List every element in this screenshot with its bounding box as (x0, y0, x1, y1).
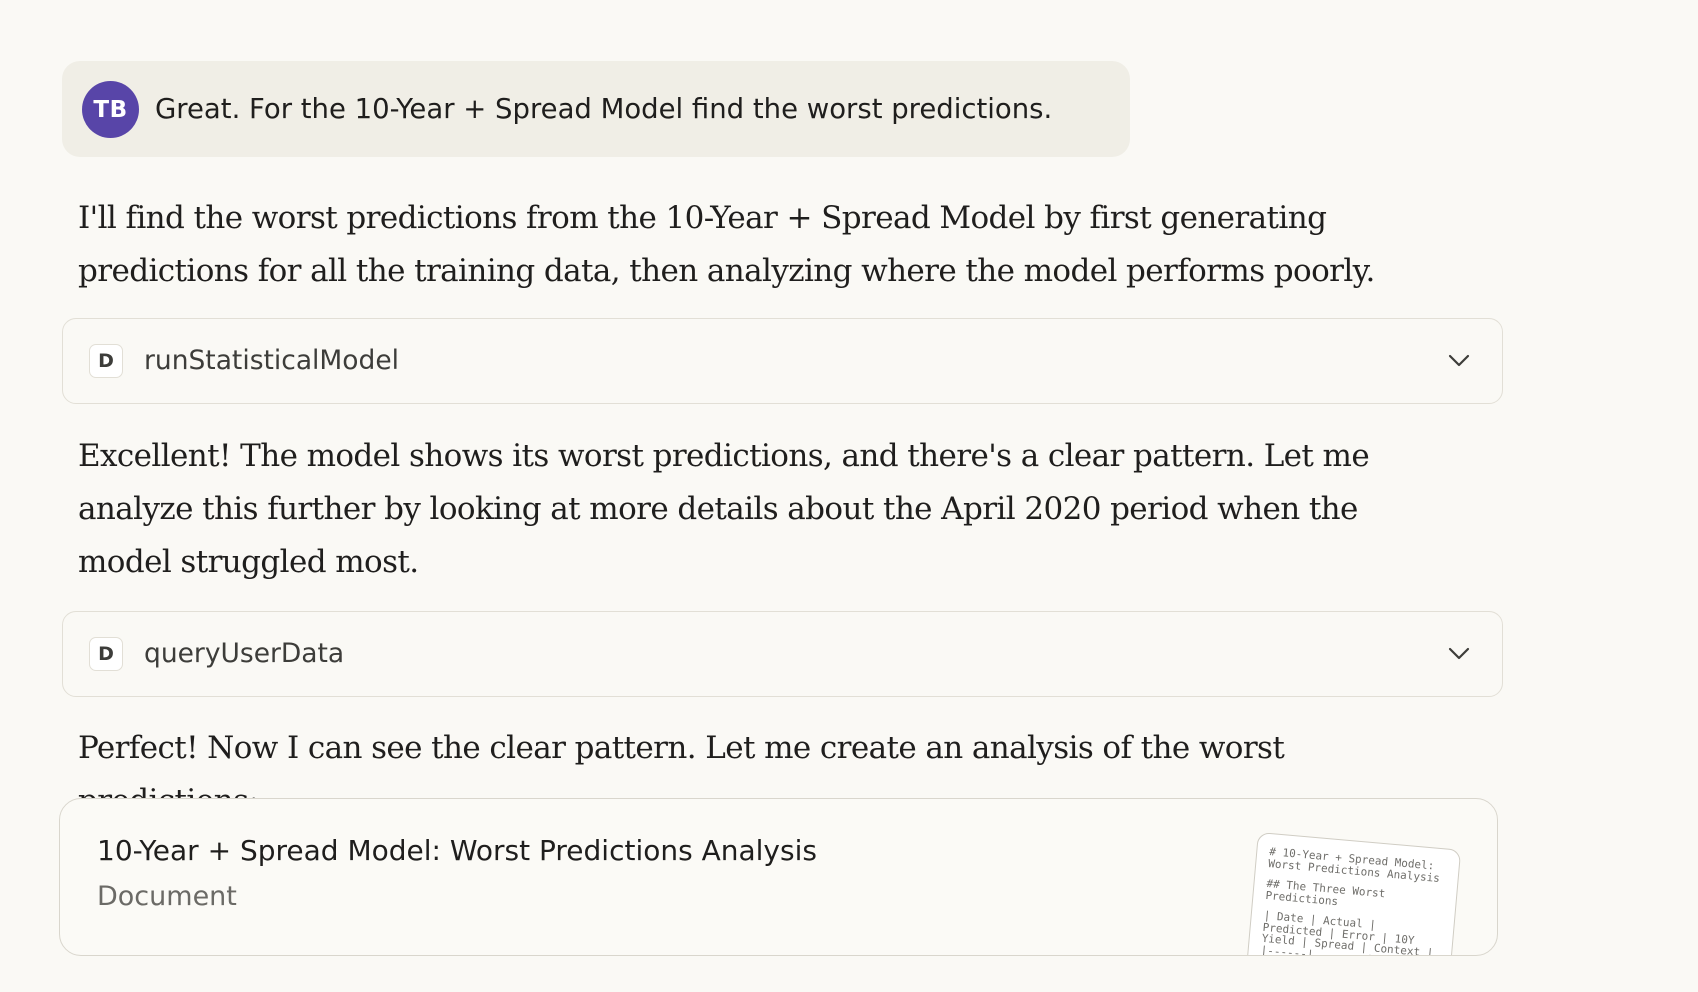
tool-call-query-user-data[interactable]: D queryUserData (62, 611, 1503, 697)
tool-name: runStatisticalModel (144, 345, 399, 376)
artifact-type: Document (97, 881, 237, 912)
assistant-response-analysis: Excellent! The model shows its worst pre… (78, 438, 1370, 580)
avatar[interactable]: TB (82, 81, 139, 138)
artifact-title: 10-Year + Spread Model: Worst Prediction… (97, 834, 817, 867)
document-preview-thumbnail[interactable]: # 10-Year + Spread Model: Worst Predicti… (1244, 832, 1462, 955)
tool-name: queryUserData (144, 638, 345, 669)
tool-badge: D (89, 637, 123, 671)
tool-call-run-statistical-model[interactable]: D runStatisticalModel (62, 318, 1503, 404)
chevron-down-icon[interactable] (1446, 348, 1472, 374)
chevron-down-icon[interactable] (1446, 641, 1472, 667)
user-message: TB Great. For the 10-Year + Spread Model… (62, 61, 1130, 157)
assistant-response-intro: I'll find the worst predictions from the… (78, 200, 1375, 289)
user-message-text: Great. For the 10-Year + Spread Model fi… (155, 93, 1053, 125)
artifact-card[interactable]: 10-Year + Spread Model: Worst Prediction… (59, 798, 1498, 956)
tool-badge: D (89, 344, 123, 378)
